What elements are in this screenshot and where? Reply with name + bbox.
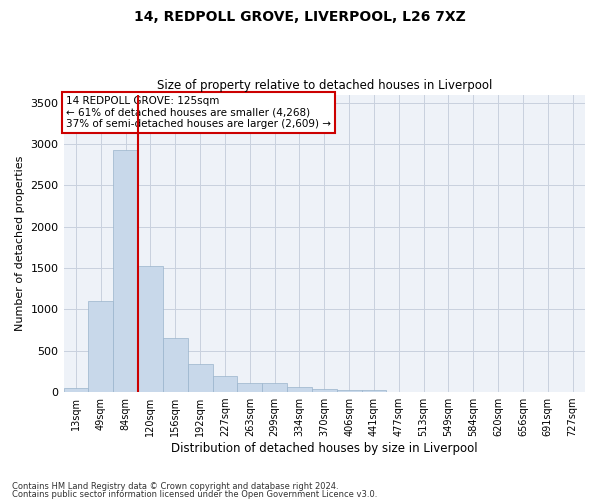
Bar <box>212 376 238 392</box>
Bar <box>238 383 262 392</box>
Bar <box>113 150 138 392</box>
Bar <box>88 301 113 392</box>
Text: Contains public sector information licensed under the Open Government Licence v3: Contains public sector information licen… <box>12 490 377 499</box>
Bar <box>287 386 312 392</box>
X-axis label: Distribution of detached houses by size in Liverpool: Distribution of detached houses by size … <box>171 442 478 455</box>
Y-axis label: Number of detached properties: Number of detached properties <box>15 156 25 331</box>
Bar <box>64 388 88 392</box>
Bar <box>337 390 362 392</box>
Bar <box>188 364 212 392</box>
Bar <box>262 383 287 392</box>
Text: 14, REDPOLL GROVE, LIVERPOOL, L26 7XZ: 14, REDPOLL GROVE, LIVERPOOL, L26 7XZ <box>134 10 466 24</box>
Bar <box>362 390 386 392</box>
Bar <box>163 338 188 392</box>
Bar <box>312 389 337 392</box>
Title: Size of property relative to detached houses in Liverpool: Size of property relative to detached ho… <box>157 79 492 92</box>
Text: 14 REDPOLL GROVE: 125sqm
← 61% of detached houses are smaller (4,268)
37% of sem: 14 REDPOLL GROVE: 125sqm ← 61% of detach… <box>66 96 331 129</box>
Text: Contains HM Land Registry data © Crown copyright and database right 2024.: Contains HM Land Registry data © Crown c… <box>12 482 338 491</box>
Bar <box>138 266 163 392</box>
